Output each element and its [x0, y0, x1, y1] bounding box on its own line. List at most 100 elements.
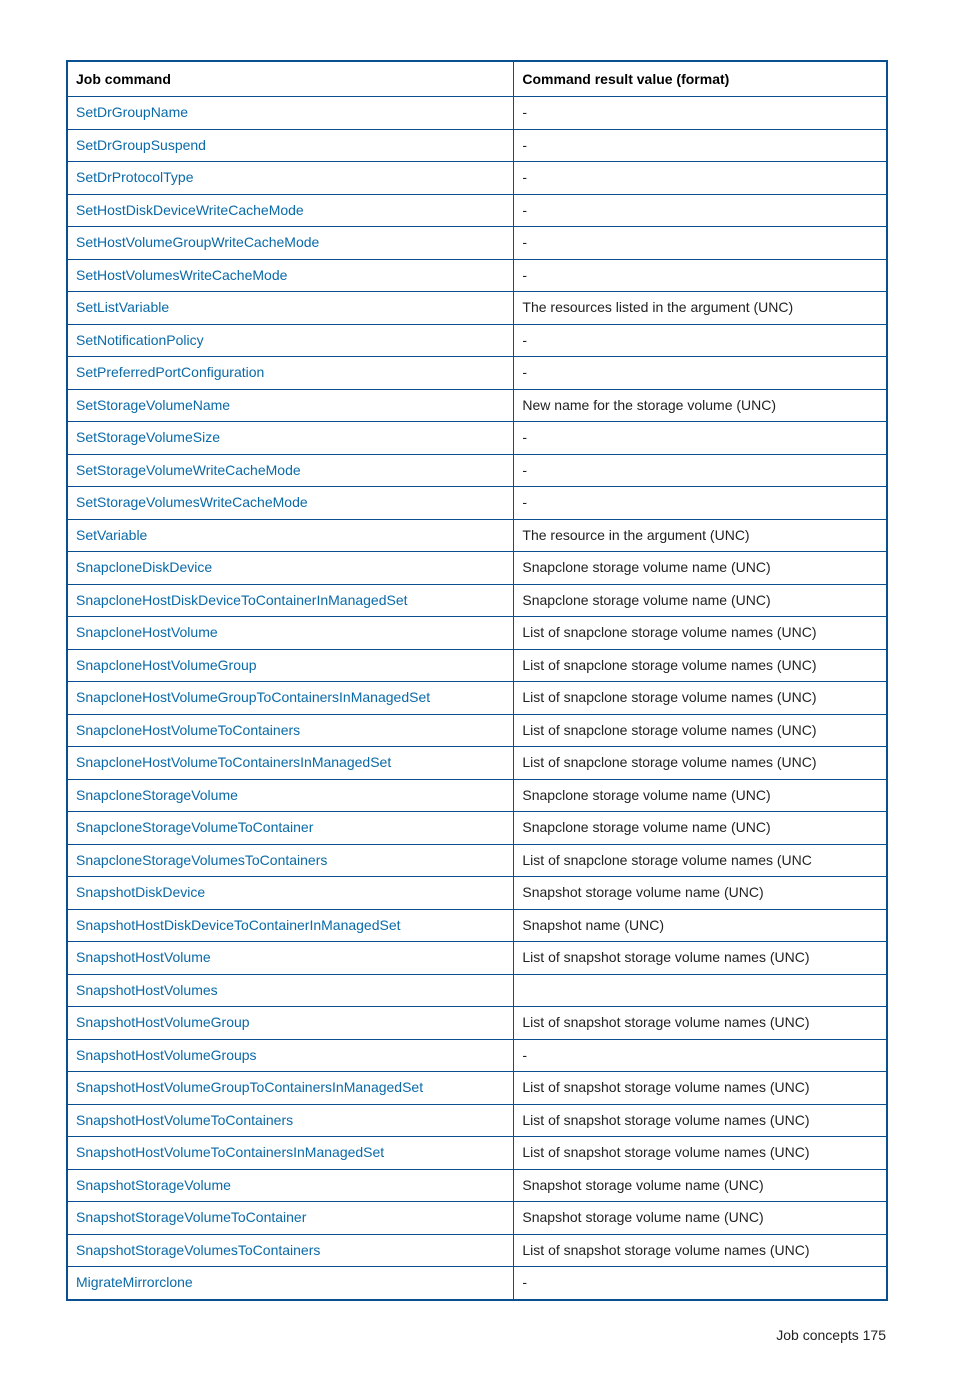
table-head: Job command Command result value (format… — [67, 61, 887, 97]
table-row: SetNotificationPolicy- — [67, 324, 887, 357]
command-result-value: The resources listed in the argument (UN… — [514, 292, 887, 325]
command-result-value: List of snapshot storage volume names (U… — [514, 942, 887, 975]
command-result-value: List of snapclone storage volume names (… — [514, 714, 887, 747]
command-result-value: Snapclone storage volume name (UNC) — [514, 779, 887, 812]
command-result-value: New name for the storage volume (UNC) — [514, 389, 887, 422]
job-command-link[interactable]: SnapcloneStorageVolumesToContainers — [67, 844, 514, 877]
job-command-link[interactable]: SnapcloneHostVolume — [67, 617, 514, 650]
table-row: SetHostVolumeGroupWriteCacheMode- — [67, 227, 887, 260]
job-command-link[interactable]: SetHostDiskDeviceWriteCacheMode — [67, 194, 514, 227]
job-command-link[interactable]: SetStorageVolumeName — [67, 389, 514, 422]
job-command-link[interactable]: SetDrGroupName — [67, 97, 514, 130]
job-command-link[interactable]: SnapshotStorageVolumesToContainers — [67, 1234, 514, 1267]
table-row: SnapshotDiskDeviceSnapshot storage volum… — [67, 877, 887, 910]
job-command-link[interactable]: SetPreferredPortConfiguration — [67, 357, 514, 390]
command-result-value: Snapclone storage volume name (UNC) — [514, 812, 887, 845]
command-result-value: - — [514, 324, 887, 357]
job-command-link[interactable]: SnapshotHostVolumeGroup — [67, 1007, 514, 1040]
table-row: SetVariableThe resource in the argument … — [67, 519, 887, 552]
table-row: SnapshotHostVolumeGroupList of snapshot … — [67, 1007, 887, 1040]
table-row: MigrateMirrorclone- — [67, 1267, 887, 1300]
table-row: SetDrProtocolType- — [67, 162, 887, 195]
job-command-link[interactable]: SnapcloneDiskDevice — [67, 552, 514, 585]
table-row: SetPreferredPortConfiguration- — [67, 357, 887, 390]
job-command-link[interactable]: SnapcloneStorageVolumeToContainer — [67, 812, 514, 845]
job-command-link[interactable]: SetStorageVolumeWriteCacheMode — [67, 454, 514, 487]
command-result-value: List of snapclone storage volume names (… — [514, 649, 887, 682]
table-row: SnapcloneHostVolumeToContainersList of s… — [67, 714, 887, 747]
table-row: SnapshotStorageVolumeSnapshot storage vo… — [67, 1169, 887, 1202]
job-command-link[interactable]: SetStorageVolumesWriteCacheMode — [67, 487, 514, 520]
command-result-value: - — [514, 487, 887, 520]
command-result-value: - — [514, 259, 887, 292]
job-command-link[interactable]: SetListVariable — [67, 292, 514, 325]
job-command-link[interactable]: SnapcloneHostVolumeGroup — [67, 649, 514, 682]
command-result-value: List of snapshot storage volume names (U… — [514, 1104, 887, 1137]
job-command-link[interactable]: SnapshotHostVolumeToContainers — [67, 1104, 514, 1137]
job-command-link[interactable]: SnapcloneHostVolumeToContainersInManaged… — [67, 747, 514, 780]
table-row: SnapcloneStorageVolumeSnapclone storage … — [67, 779, 887, 812]
table-row: SnapshotHostVolumeList of snapshot stora… — [67, 942, 887, 975]
table-row: SnapcloneStorageVolumesToContainersList … — [67, 844, 887, 877]
job-command-link[interactable]: SnapcloneStorageVolume — [67, 779, 514, 812]
page-footer: Job concepts 175 — [66, 1327, 888, 1343]
command-result-value: Snapshot name (UNC) — [514, 909, 887, 942]
command-result-value — [514, 974, 887, 1007]
table-body: SetDrGroupName-SetDrGroupSuspend-SetDrPr… — [67, 97, 887, 1300]
table-row: SetHostDiskDeviceWriteCacheMode- — [67, 194, 887, 227]
job-command-link[interactable]: SetDrGroupSuspend — [67, 129, 514, 162]
job-command-link[interactable]: SnapshotHostVolumeGroupToContainersInMan… — [67, 1072, 514, 1105]
table-row: SnapshotHostDiskDeviceToContainerInManag… — [67, 909, 887, 942]
table-row: SetStorageVolumesWriteCacheMode- — [67, 487, 887, 520]
table-row: SnapcloneHostVolumeList of snapclone sto… — [67, 617, 887, 650]
table-row: SnapcloneHostDiskDeviceToContainerInMana… — [67, 584, 887, 617]
job-command-link[interactable]: SetVariable — [67, 519, 514, 552]
job-command-link[interactable]: SnapshotStorageVolume — [67, 1169, 514, 1202]
table-row: SnapcloneDiskDeviceSnapclone storage vol… — [67, 552, 887, 585]
job-command-link[interactable]: SnapcloneHostDiskDeviceToContainerInMana… — [67, 584, 514, 617]
table-row: SetStorageVolumeWriteCacheMode- — [67, 454, 887, 487]
job-command-link[interactable]: MigrateMirrorclone — [67, 1267, 514, 1300]
command-result-value: The resource in the argument (UNC) — [514, 519, 887, 552]
command-result-value: - — [514, 97, 887, 130]
table-row: SnapcloneStorageVolumeToContainerSnapclo… — [67, 812, 887, 845]
command-result-value: Snapclone storage volume name (UNC) — [514, 584, 887, 617]
table-row: SetHostVolumesWriteCacheMode- — [67, 259, 887, 292]
table-row: SetStorageVolumeNameNew name for the sto… — [67, 389, 887, 422]
job-command-link[interactable]: SnapshotDiskDevice — [67, 877, 514, 910]
job-command-link[interactable]: SnapshotStorageVolumeToContainer — [67, 1202, 514, 1235]
table-row: SnapshotHostVolumeToContainersInManagedS… — [67, 1137, 887, 1170]
command-result-value: List of snapclone storage volume names (… — [514, 682, 887, 715]
command-result-value: - — [514, 422, 887, 455]
table-row: SetDrGroupName- — [67, 97, 887, 130]
job-command-link[interactable]: SnapcloneHostVolumeGroupToContainersInMa… — [67, 682, 514, 715]
footer-page-number: 175 — [863, 1327, 886, 1343]
command-result-value: List of snapshot storage volume names (U… — [514, 1137, 887, 1170]
job-command-link[interactable]: SnapshotHostVolumeGroups — [67, 1039, 514, 1072]
job-command-link[interactable]: SetDrProtocolType — [67, 162, 514, 195]
command-result-value: - — [514, 162, 887, 195]
job-command-link[interactable]: SetHostVolumesWriteCacheMode — [67, 259, 514, 292]
command-result-value: - — [514, 227, 887, 260]
job-command-link[interactable]: SetNotificationPolicy — [67, 324, 514, 357]
command-result-value: List of snapclone storage volume names (… — [514, 617, 887, 650]
table-row: SnapshotHostVolumeGroupToContainersInMan… — [67, 1072, 887, 1105]
job-command-link[interactable]: SnapshotHostVolume — [67, 942, 514, 975]
command-result-value: List of snapclone storage volume names (… — [514, 747, 887, 780]
job-command-link[interactable]: SnapshotHostVolumes — [67, 974, 514, 1007]
command-result-value: Snapclone storage volume name (UNC) — [514, 552, 887, 585]
job-command-link[interactable]: SnapshotHostVolumeToContainersInManagedS… — [67, 1137, 514, 1170]
page: Job command Command result value (format… — [0, 0, 954, 1383]
footer-section: Job concepts — [776, 1327, 859, 1343]
command-result-value: - — [514, 454, 887, 487]
table-row: SnapshotStorageVolumeToContainerSnapshot… — [67, 1202, 887, 1235]
command-result-value: - — [514, 1267, 887, 1300]
job-command-link[interactable]: SnapshotHostDiskDeviceToContainerInManag… — [67, 909, 514, 942]
command-result-value: Snapshot storage volume name (UNC) — [514, 1169, 887, 1202]
job-command-link[interactable]: SnapcloneHostVolumeToContainers — [67, 714, 514, 747]
job-command-link[interactable]: SetStorageVolumeSize — [67, 422, 514, 455]
job-command-link[interactable]: SetHostVolumeGroupWriteCacheMode — [67, 227, 514, 260]
job-command-table: Job command Command result value (format… — [66, 60, 888, 1301]
command-result-value: Snapshot storage volume name (UNC) — [514, 877, 887, 910]
table-row: SnapshotHostVolumeGroups- — [67, 1039, 887, 1072]
